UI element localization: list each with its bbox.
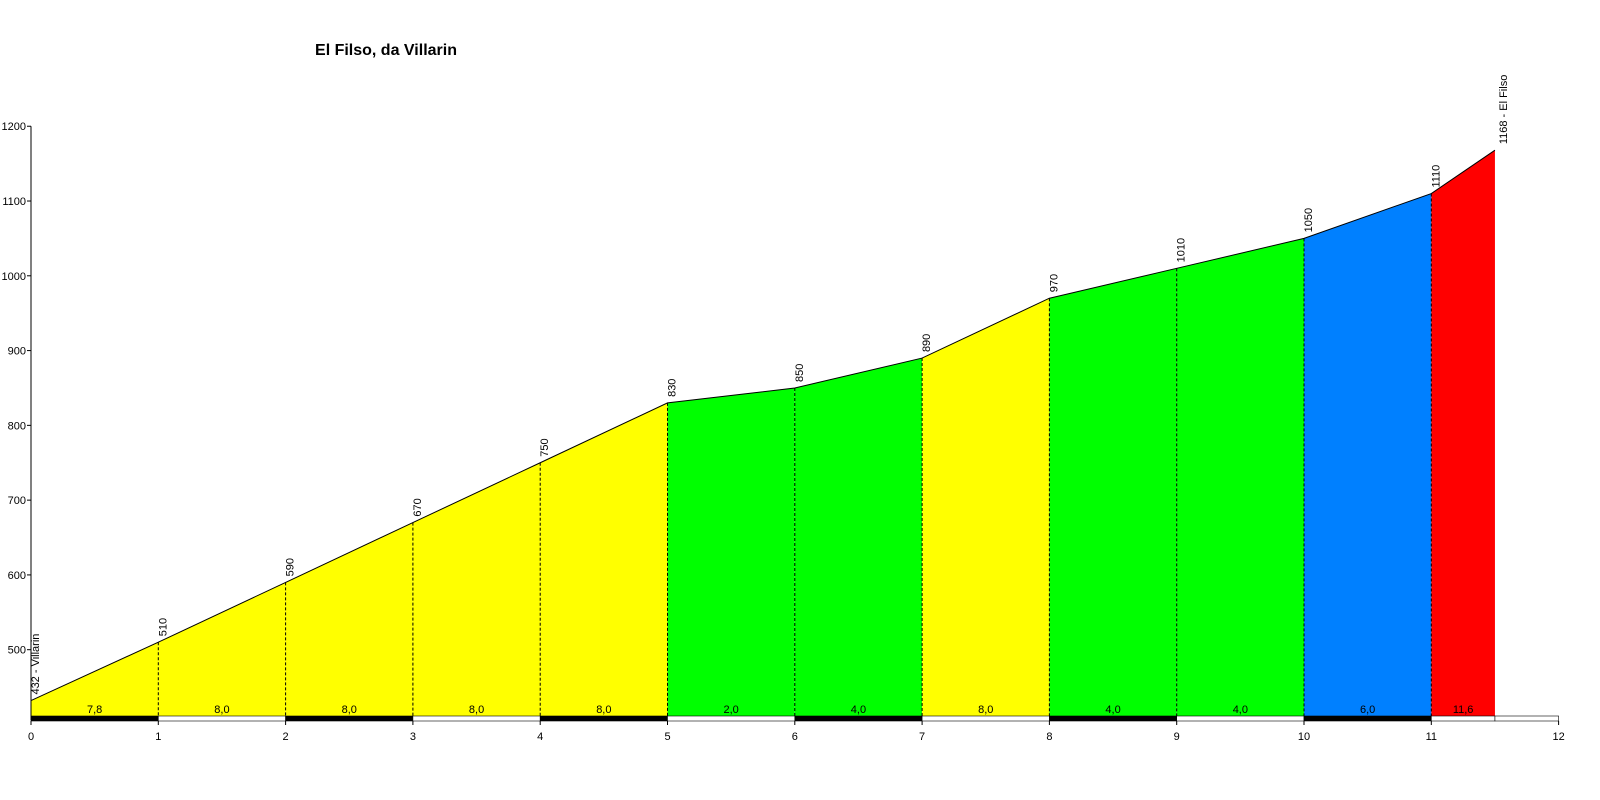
- y-tick-label: 700: [8, 495, 26, 507]
- segment-area: [285, 522, 413, 717]
- y-tick-label: 800: [8, 420, 26, 432]
- y-tick-label: 500: [8, 645, 26, 657]
- y-axis-ticks: 500 600 700 800 900 1000 1100 1200: [2, 121, 31, 657]
- y-tick-label: 1000: [2, 271, 26, 283]
- elevation-labels: 432 - Villarin 510 590 670 750 830 850 890 970 10…: [30, 75, 1510, 695]
- elevation-label: 1168 - El Filso: [1498, 75, 1510, 145]
- elevation-label: 590: [285, 558, 297, 576]
- elevation-label: 1110: [1430, 165, 1442, 188]
- scale-bar-segment: [667, 715, 796, 722]
- segment-area: [540, 402, 668, 717]
- scale-bar-segment: [412, 715, 541, 722]
- y-tick-label: 900: [8, 346, 26, 358]
- scale-bar-segment: [1303, 715, 1432, 722]
- scale-bar-segment: [158, 715, 286, 722]
- x-tick-label: 12: [1552, 731, 1564, 743]
- y-tick-label: 1200: [2, 121, 26, 133]
- y-tick-label: 600: [8, 570, 26, 582]
- km-dividers: [157, 193, 1432, 717]
- elevation-label: 1050: [1303, 208, 1315, 232]
- gradient-label: 8,0: [978, 704, 993, 716]
- scale-bar-segment: [1049, 715, 1178, 722]
- x-tick-label: 4: [537, 731, 543, 743]
- chart-title: El Filso, da Villarin: [315, 42, 457, 59]
- gradient-label: 7,8: [87, 704, 102, 716]
- segment-area: [31, 642, 159, 717]
- y-tick-label: 1100: [2, 196, 26, 208]
- x-axis-ticks: 0 1 2 3 4 5 6 7 8 9 10 11 12: [28, 721, 1565, 743]
- gradient-label: 4,0: [851, 704, 866, 716]
- scale-bar-segment: [1431, 715, 1496, 722]
- gradient-label: 11,6: [1453, 704, 1474, 716]
- x-tick-label: 3: [410, 731, 416, 743]
- elevation-label: 432 - Villarin: [30, 634, 42, 695]
- elevation-label: 670: [412, 498, 424, 516]
- x-tick-label: 6: [792, 731, 798, 743]
- scale-bar-segment: [794, 715, 923, 722]
- scale-bar-segment: [285, 715, 414, 722]
- x-tick-label: 1: [155, 731, 161, 743]
- segment-area: [922, 298, 1050, 717]
- elevation-label: 850: [794, 364, 806, 382]
- elevation-label: 1010: [1176, 238, 1188, 262]
- gradient-label: 8,0: [469, 704, 484, 716]
- x-tick-label: 2: [283, 731, 289, 743]
- distance-scale-bar: [30, 715, 1559, 722]
- scale-bar-segment: [1176, 715, 1305, 722]
- profile-areas: [31, 150, 1495, 718]
- gradient-label: 8,0: [342, 704, 357, 716]
- segment-area: [794, 358, 923, 717]
- segment-area: [1304, 193, 1432, 718]
- elevation-label: 510: [157, 618, 169, 636]
- segment-area: [1176, 238, 1304, 717]
- elevation-label: 750: [539, 438, 551, 456]
- scale-bar-segment: [1494, 715, 1559, 722]
- gradient-label: 4,0: [1233, 704, 1248, 716]
- x-tick-label: 0: [28, 731, 34, 743]
- gradient-label: 8,0: [214, 704, 229, 716]
- x-tick-label: 8: [1046, 731, 1052, 743]
- x-tick-label: 5: [664, 731, 670, 743]
- gradient-label: 2,0: [724, 704, 739, 716]
- elevation-label: 970: [1048, 274, 1060, 292]
- profile-outline: [30, 149, 1496, 702]
- gradient-label: 6,0: [1360, 704, 1375, 716]
- gradient-label: 8,0: [596, 704, 611, 716]
- x-tick-label: 7: [919, 731, 925, 743]
- gradient-label: 4,0: [1105, 704, 1120, 716]
- scale-bar-segment: [539, 715, 668, 722]
- elevation-label: 890: [921, 334, 933, 352]
- segment-area: [667, 387, 795, 717]
- segment-area: [412, 462, 541, 717]
- segment-area: [158, 582, 286, 717]
- x-tick-label: 10: [1298, 731, 1310, 743]
- segment-area: [1431, 150, 1495, 717]
- scale-bar-segment: [30, 715, 159, 722]
- segment-area: [1049, 268, 1177, 717]
- x-tick-label: 11: [1426, 731, 1437, 743]
- elevation-label: 830: [667, 379, 679, 397]
- x-tick-label: 9: [1174, 731, 1180, 743]
- scale-bar-segment: [921, 715, 1050, 722]
- profile-outline-layer: [30, 149, 1496, 702]
- gradient-labels: 7,8 8,0 8,0 8,0 8,0 2,0 4,0 8,0 4,0 4,0 6,0 11,6: [87, 704, 1473, 716]
